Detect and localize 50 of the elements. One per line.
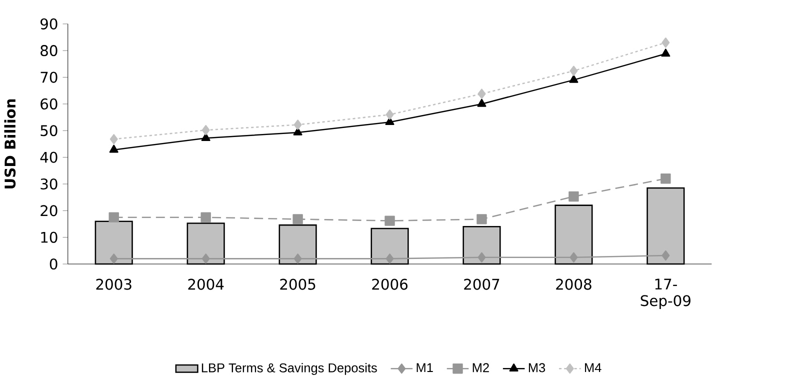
y-tick-label: 70	[40, 72, 58, 84]
point	[661, 48, 670, 57]
legend-label: M4	[585, 363, 602, 372]
point	[202, 254, 210, 264]
y-axis-title: USD Billion	[4, 100, 16, 189]
y-tick-label: 10	[41, 232, 58, 244]
y-tick-label: 20	[40, 205, 58, 216]
point	[386, 110, 394, 120]
legend-label: LBP Terms & Savings Deposits	[202, 363, 377, 376]
point	[293, 128, 302, 136]
x-tick-label: 17-Sep-09	[640, 278, 690, 310]
point	[109, 144, 118, 153]
y-tick-label: 40	[40, 152, 58, 164]
point	[477, 99, 486, 108]
legend-label: M3	[528, 363, 546, 372]
y-tick-label: 0	[50, 258, 58, 270]
point	[570, 66, 578, 76]
point	[662, 250, 670, 261]
point	[478, 88, 486, 100]
point	[201, 133, 210, 142]
legend-label: M1	[416, 363, 433, 372]
point	[110, 254, 118, 264]
point	[569, 75, 578, 84]
point	[568, 192, 579, 202]
point	[294, 254, 302, 264]
y-tick-label: 90	[40, 18, 58, 30]
x-tick-label: 2004	[188, 278, 224, 290]
point	[660, 174, 671, 184]
x-tick-label: 2007	[464, 278, 500, 290]
point	[570, 252, 578, 263]
legend-label: M2	[472, 363, 489, 372]
point	[110, 134, 118, 144]
point	[384, 216, 395, 226]
point	[202, 125, 210, 136]
y-tick-label: 80	[40, 45, 58, 56]
point	[294, 120, 302, 130]
y-tick-label: 50	[40, 125, 58, 136]
x-tick-label: 2006	[372, 278, 408, 290]
point	[200, 212, 211, 223]
point	[108, 212, 119, 223]
point	[476, 214, 487, 225]
y-tick-label: 60	[40, 98, 58, 110]
x-tick-label: 2003	[96, 278, 132, 290]
point	[662, 38, 670, 48]
y-tick-label: 30	[40, 178, 58, 190]
x-tick-label: 2008	[556, 278, 592, 290]
x-tick-label: 2005	[280, 278, 316, 290]
point	[386, 254, 394, 264]
point	[292, 214, 303, 225]
point	[478, 252, 486, 263]
